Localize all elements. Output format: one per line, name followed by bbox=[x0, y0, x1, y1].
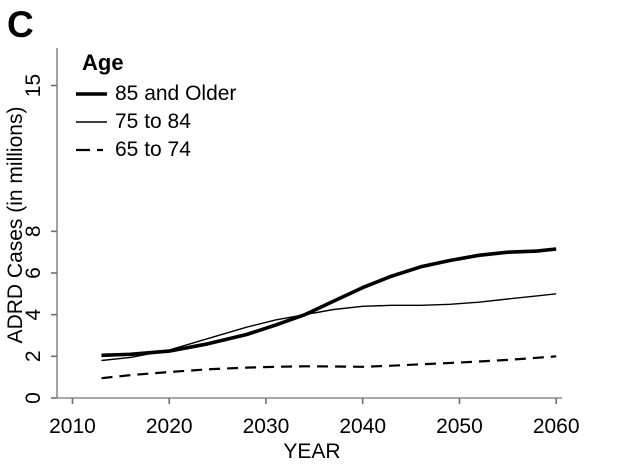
series-line-85-and-older bbox=[101, 247, 557, 358]
y-axis-title: ADRD Cases (in millions) bbox=[4, 107, 27, 344]
y-tick-label: 2 bbox=[22, 350, 45, 362]
legend-entry: 75 to 84 bbox=[76, 108, 236, 136]
x-tick-label: 2060 bbox=[533, 415, 580, 438]
series-line-65-to-74 bbox=[101, 355, 557, 380]
x-axis-ticks: 2010 2020 2030 2040 2050 2060 bbox=[49, 398, 580, 438]
y-tick-label: 8 bbox=[22, 225, 45, 237]
legend-entry-label: 65 to 74 bbox=[115, 138, 191, 161]
legend-entry-label: 75 to 84 bbox=[115, 110, 191, 133]
y-tick-label: 6 bbox=[22, 267, 45, 279]
y-tick-label: 4 bbox=[22, 309, 45, 321]
legend-line-swatch bbox=[76, 121, 107, 123]
legend-line-swatch bbox=[76, 148, 107, 152]
x-tick-label: 2050 bbox=[436, 415, 483, 438]
x-tick-label: 2020 bbox=[146, 415, 193, 438]
legend-entry: 65 to 74 bbox=[76, 136, 236, 164]
legend-line-swatch bbox=[76, 92, 107, 96]
legend-entry: 85 and Older bbox=[76, 80, 236, 108]
series-lines bbox=[101, 247, 557, 380]
legend-title: Age bbox=[82, 50, 124, 75]
axes bbox=[56, 48, 562, 399]
y-tick-label: 0 bbox=[22, 392, 45, 404]
y-axis-ticks: 0 2 4 6 8 15 bbox=[22, 74, 57, 404]
y-tick-label: 15 bbox=[22, 74, 45, 97]
series-line-75-to-84 bbox=[101, 293, 557, 362]
x-tick-label: 2010 bbox=[49, 415, 96, 438]
x-tick-label: 2030 bbox=[243, 415, 290, 438]
panel-label: C bbox=[7, 4, 34, 45]
chart-legend: Age 85 and Older 75 to 84 65 to 74 bbox=[76, 50, 236, 164]
legend-entry-label: 85 and Older bbox=[115, 82, 237, 105]
x-tick-label: 2040 bbox=[339, 415, 386, 438]
legend-entries: 85 and Older 75 to 84 65 to 74 bbox=[76, 80, 236, 164]
x-axis-title: YEAR bbox=[283, 440, 340, 463]
